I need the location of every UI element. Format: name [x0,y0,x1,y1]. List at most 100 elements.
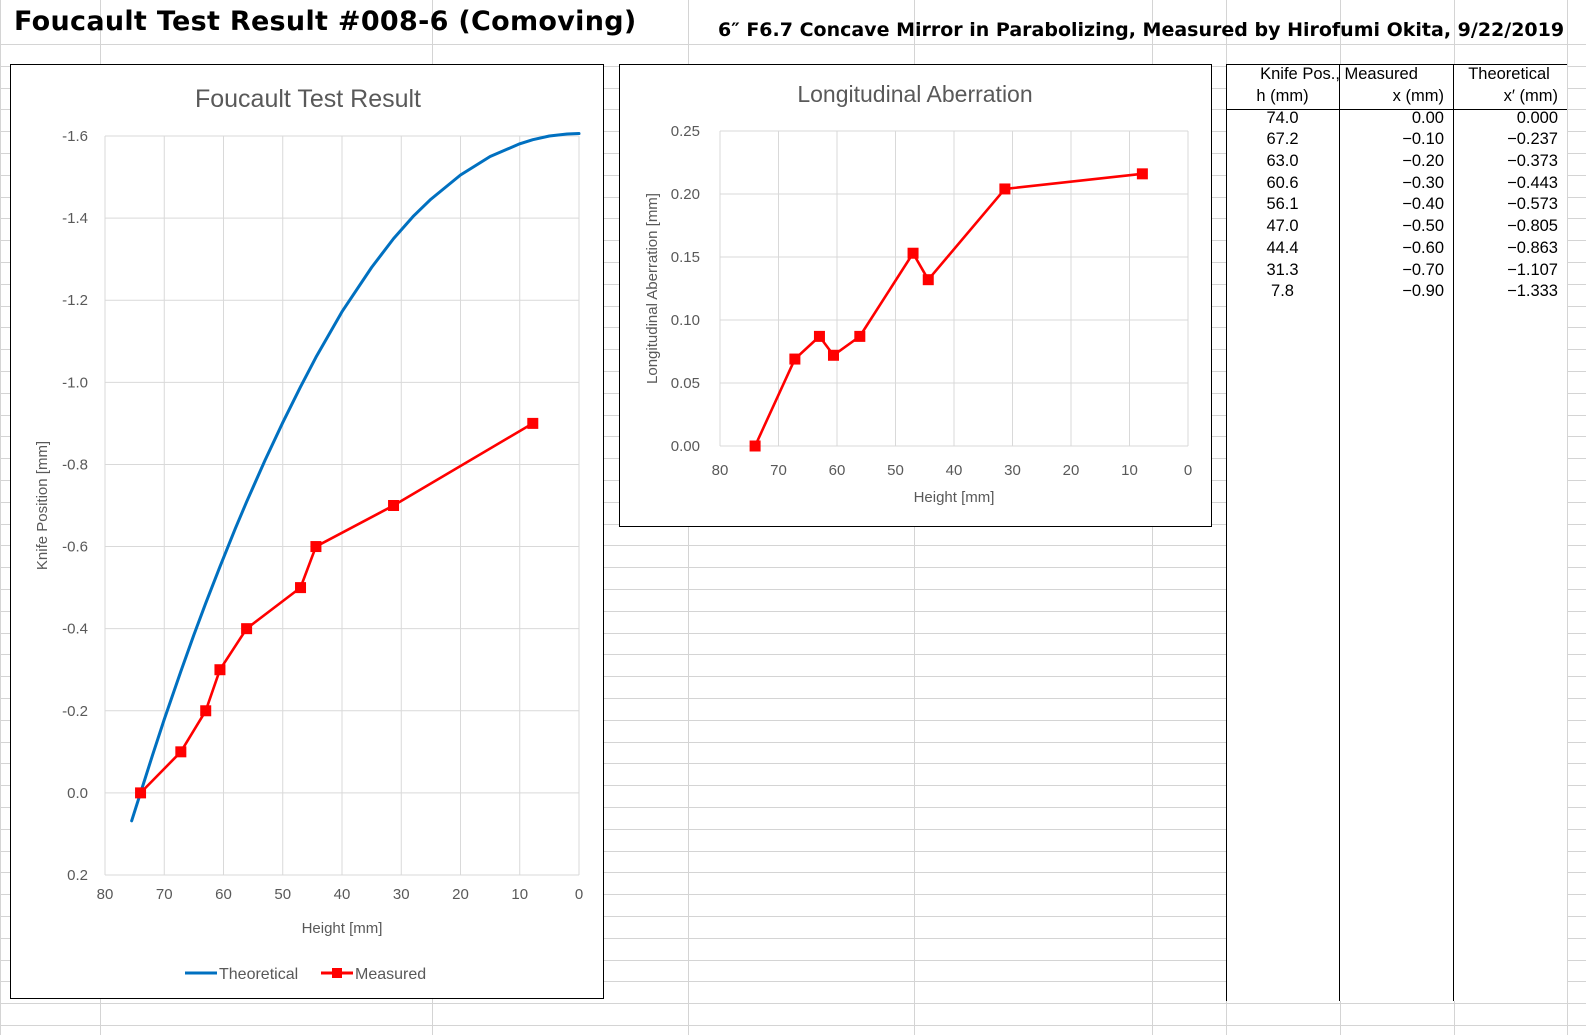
data-point-marker [241,623,253,635]
cell-x-prime: −0.573 [1507,195,1558,214]
table-row: 7.8 −0.90 −1.333 [1226,281,1566,303]
y-tick-label: 0.0 [67,785,88,802]
data-point-marker [1136,168,1148,180]
cell-h: 7.8 [1271,282,1294,301]
cell-x-prime: −0.373 [1507,152,1558,171]
series-line-measured [753,172,1144,448]
y-tick-label: -0.4 [62,621,88,638]
cell-h: 63.0 [1266,152,1299,171]
data-point-marker [789,353,801,365]
y-tick-label: -1.4 [62,210,88,227]
chart-title: Foucault Test Result [195,85,421,113]
y-tick-label: -0.6 [62,539,88,556]
data-point-marker [214,664,226,676]
series-line-measured [139,422,535,795]
table-row: 31.3 −0.70 −1.107 [1226,259,1566,281]
x-tick-label: 80 [97,886,114,903]
cell-x: −0.60 [1402,238,1444,257]
x-tick-label: 0 [575,886,583,903]
chart-title: Longitudinal Aberration [797,81,1032,107]
table-row: 56.1 −0.40 −0.573 [1226,194,1566,216]
y-tick-label: -0.2 [62,703,88,720]
y-tick-label: 0.10 [671,312,700,329]
x-tick-label: 60 [215,886,232,903]
aberration-chart[interactable]: 80 70 60 50 40 30 20 10 0 0.00 0.05 0.10 0.15 0.20 0.2… [619,64,1212,527]
y-tick-label: -1.2 [62,292,88,309]
cell-x: −0.10 [1402,130,1444,149]
table-row: 47.0 −0.50 −0.805 [1226,216,1566,238]
foucault-chart[interactable]: 80 70 60 50 40 30 20 10 0 -1.6 -1.4 -1.2 -1.0 -0.8 -0.… [10,64,604,999]
cell-h: 47.0 [1266,217,1299,236]
cell-x-prime: −0.805 [1507,217,1558,236]
cell-x-prime: 0.000 [1516,108,1558,127]
cell-x: −0.70 [1402,260,1444,279]
data-point-marker [907,247,919,259]
x-tick-label: 50 [274,886,291,903]
x-tick-label: 50 [887,462,904,479]
column-header-x: x (mm) [1392,87,1444,106]
cell-x-prime: −1.107 [1507,260,1558,279]
cell-x-prime: −0.237 [1507,130,1558,149]
group-header-theoretical: Theoretical [1468,65,1550,84]
data-point-marker [749,440,761,452]
x-axis-label: Height [mm] [302,920,383,937]
legend-marker [332,968,342,978]
cell-h: 56.1 [1266,195,1299,214]
cell-x-prime: −1.333 [1507,282,1558,301]
y-tick-label: 0.05 [671,375,700,392]
x-tick-label: 30 [1004,462,1021,479]
y-tick-label: 0.2 [67,867,88,884]
cell-h: 74.0 [1266,108,1299,127]
cell-x: 0.00 [1411,108,1444,127]
y-tick-label: 0.25 [671,123,700,140]
cell-x: −0.90 [1402,282,1444,301]
x-tick-label: 40 [334,886,351,903]
x-tick-label: 40 [946,462,963,479]
x-tick-label: 10 [1121,462,1138,479]
y-tick-label: -1.6 [62,128,88,145]
x-tick-label: 70 [156,886,173,903]
data-point-marker [999,183,1011,195]
table-border-left [1226,64,1227,1001]
y-tick-label: -0.8 [62,456,88,473]
table-row: 74.0 0.00 0.000 [1226,107,1566,129]
data-point-marker [922,274,934,286]
aberration-chart-svg: 80 70 60 50 40 30 20 10 0 0.00 0.05 0.10 0.15 0.20 0.2… [644,81,1192,506]
data-point-marker [310,541,322,553]
cell-h: 31.3 [1266,260,1299,279]
x-tick-label: 20 [452,886,469,903]
page-subtitle: 6″ F6.7 Concave Mirror in Parabolizing, … [718,19,1565,41]
data-point-marker [854,330,866,342]
table-header-rule [1226,109,1567,110]
table-divider-2 [1453,64,1454,1001]
x-tick-label: 10 [511,886,528,903]
data-point-marker [295,582,307,594]
data-point-marker [388,500,400,511]
data-point-marker [527,417,539,429]
data-point-marker [813,330,825,342]
y-tick-label: 0.20 [671,186,700,203]
cell-x: −0.50 [1402,217,1444,236]
cell-x: −0.20 [1402,152,1444,171]
table-row: 60.6 −0.30 −0.443 [1226,172,1566,194]
cell-x: −0.40 [1402,195,1444,214]
y-axis-label: Longitudinal Aberration [mm] [644,193,661,384]
series-line-theoretical [130,132,581,823]
table-column-header-row: h (mm) x (mm) x′ (mm) [1226,86,1566,108]
table-row: 44.4 −0.60 −0.863 [1226,238,1566,260]
legend-label-theoretical: Theoretical [219,966,298,983]
data-point-marker [827,349,839,361]
x-tick-label: 30 [393,886,410,903]
cell-h: 44.4 [1266,238,1299,257]
x-tick-label: 0 [1184,462,1192,479]
table-divider-1 [1339,64,1340,1001]
data-point-marker [175,746,187,758]
table-row: 63.0 −0.20 −0.373 [1226,151,1566,173]
y-tick-label: -1.0 [62,374,88,391]
x-tick-label: 20 [1063,462,1080,479]
results-table: Knife Pos., Measured Theoretical h (mm) … [1226,64,1567,1001]
y-axis-label: Knife Position [mm] [34,441,51,570]
data-point-marker [200,705,212,717]
cell-h: 67.2 [1266,130,1299,149]
table-row: 67.2 −0.10 −0.237 [1226,129,1566,151]
